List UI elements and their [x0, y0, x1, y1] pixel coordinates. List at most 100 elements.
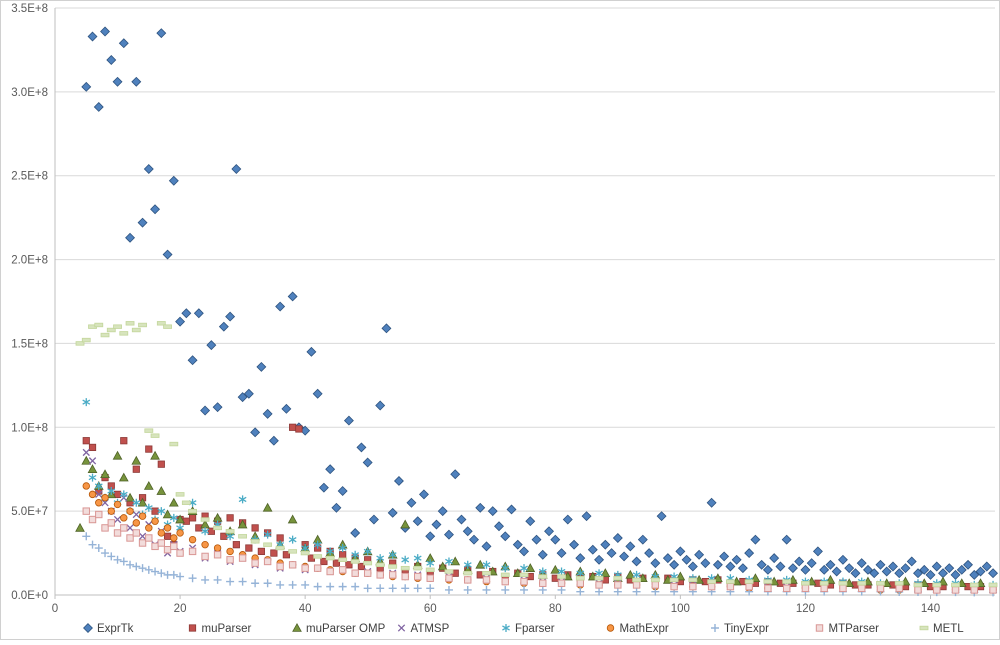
circle-marker: [82, 482, 90, 490]
asterisk-marker: [401, 555, 410, 564]
dash-marker: [275, 545, 285, 551]
diamond-marker: [137, 217, 148, 228]
square-marker: [157, 460, 165, 468]
plus-marker: [651, 587, 660, 596]
asterisk-marker: [226, 532, 235, 541]
triangle-marker: [150, 450, 160, 460]
diamond-marker: [531, 534, 542, 545]
legend-item-atmsp: ATMSP: [397, 623, 450, 635]
diamond-marker: [837, 554, 848, 565]
square-marker: [120, 437, 128, 445]
diamond-marker: [787, 563, 798, 574]
plus-marker: [263, 579, 272, 588]
circle-marker: [606, 624, 615, 632]
dash-marker: [669, 577, 679, 583]
dash-marker: [144, 428, 154, 433]
diamond-marker: [931, 561, 942, 572]
triangle-marker: [287, 514, 298, 524]
plus-marker: [251, 579, 260, 588]
diamond-marker: [913, 568, 923, 579]
open-square-marker: [301, 564, 309, 572]
open-square-marker: [82, 507, 90, 515]
plus-marker: [188, 574, 197, 583]
asterisk-marker: [201, 527, 210, 536]
series-metl: [75, 321, 998, 588]
diamond-marker: [243, 388, 254, 399]
dash-marker: [263, 542, 273, 547]
y-tick-label: 1.0E+8: [11, 422, 48, 434]
square-marker: [145, 445, 153, 453]
circle-marker: [107, 507, 115, 515]
x-marker: [397, 624, 406, 632]
square-marker: [88, 443, 97, 452]
square-marker: [220, 532, 228, 540]
square-marker: [132, 465, 140, 473]
square-marker: [282, 551, 290, 559]
open-square-marker: [895, 584, 903, 592]
plus-marker: [426, 584, 435, 593]
dash-marker: [782, 579, 792, 584]
x-tick-label: 120: [796, 603, 815, 615]
circle-marker: [151, 517, 159, 525]
diamond-marker: [87, 31, 98, 42]
x-tick-label: 80: [549, 603, 562, 615]
diamond-marker: [875, 559, 886, 570]
plus-marker: [88, 540, 97, 549]
open-square-marker: [782, 584, 791, 592]
dash-marker: [519, 572, 529, 578]
asterisk-marker: [288, 535, 297, 544]
dash-marker: [225, 529, 235, 534]
open-square-marker: [858, 584, 866, 592]
dash-marker: [188, 508, 197, 514]
plus-marker: [463, 585, 472, 594]
triangle-marker: [75, 522, 85, 532]
diamond-marker: [619, 551, 630, 562]
triangle-marker: [450, 556, 461, 566]
diamond-marker: [406, 497, 417, 508]
diamond-marker: [368, 514, 379, 525]
square-marker: [82, 437, 90, 445]
legend-label: Fparser: [515, 623, 555, 635]
diamond-marker: [906, 556, 917, 567]
diamond-marker: [218, 321, 229, 332]
diamond-marker: [925, 569, 936, 580]
diamond-marker: [575, 553, 586, 564]
circle-marker: [176, 529, 184, 537]
dash-marker: [894, 581, 904, 586]
plus-marker: [82, 532, 91, 541]
plus-marker: [138, 564, 147, 573]
diamond-marker: [250, 427, 261, 438]
square-marker: [251, 524, 259, 532]
dash-marker: [169, 441, 179, 447]
diamond-marker: [681, 554, 692, 565]
diamond-marker: [83, 623, 93, 633]
asterisk-marker: [157, 507, 166, 516]
asterisk-marker: [119, 490, 128, 499]
diamond-marker: [231, 164, 242, 174]
diamond-marker: [656, 511, 667, 522]
triangle-marker: [118, 472, 129, 482]
diamond-marker: [556, 548, 567, 559]
dash-marker: [325, 555, 335, 561]
diamond-marker: [537, 549, 548, 560]
triangle-marker: [550, 564, 561, 574]
dash-marker: [482, 570, 491, 576]
open-square-marker: [414, 572, 422, 581]
diamond-marker: [869, 568, 880, 579]
open-square-marker: [815, 624, 824, 632]
plus-marker: [113, 555, 122, 564]
diamond-marker: [381, 323, 392, 334]
diamond-marker: [744, 548, 755, 559]
y-tick-label: 0.0E+0: [11, 590, 48, 602]
open-square-marker: [914, 586, 922, 594]
open-square-marker: [401, 572, 409, 581]
plus-marker: [276, 580, 285, 589]
open-square-marker: [157, 539, 166, 547]
dash-marker: [300, 550, 310, 556]
dash-marker: [538, 574, 548, 579]
dash-marker: [81, 337, 91, 343]
asterisk-marker: [82, 398, 91, 407]
plus-marker: [119, 557, 128, 566]
diamond-marker: [431, 519, 442, 530]
circle-marker: [132, 519, 140, 527]
